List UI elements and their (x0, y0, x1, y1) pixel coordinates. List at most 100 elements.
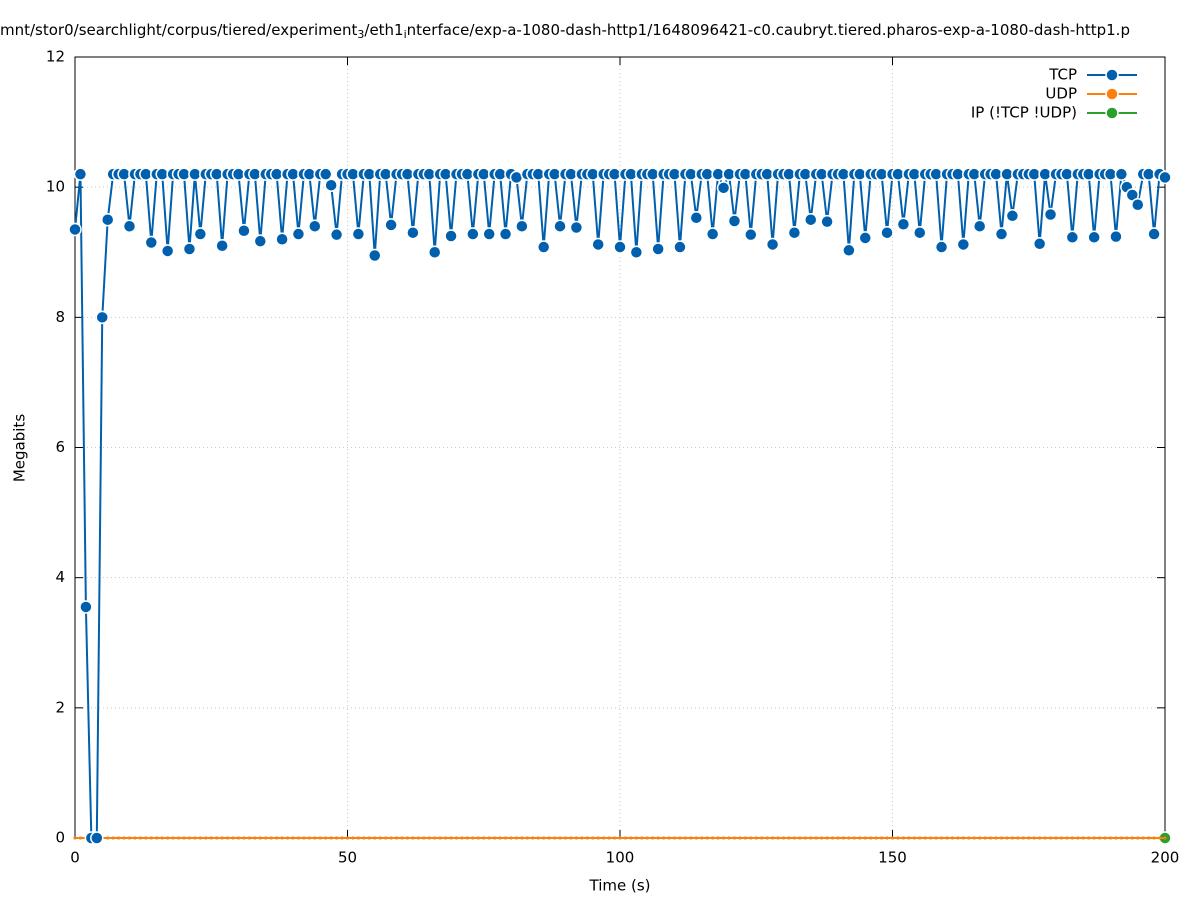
legend-label: IP (!TCP !UDP) (971, 104, 1077, 122)
data-point (645, 836, 649, 840)
data-point (901, 836, 905, 840)
data-point (351, 227, 366, 241)
data-point (804, 212, 818, 227)
data-point (1005, 209, 1020, 223)
data-point (782, 836, 785, 840)
data-point (378, 836, 382, 840)
data-point (1152, 836, 1156, 840)
data-point (1087, 230, 1101, 245)
data-point (307, 836, 311, 840)
data-point (291, 227, 306, 241)
y-tick-label: 10 (46, 178, 65, 196)
data-point (433, 836, 437, 840)
data-point (613, 240, 627, 254)
data-point (1147, 836, 1151, 840)
data-point (302, 836, 306, 840)
data-point (160, 836, 164, 840)
data-point (237, 836, 240, 840)
data-point (1070, 836, 1074, 840)
data-point (547, 836, 551, 840)
data-point (629, 836, 633, 840)
y-axis-label: Megabits (11, 414, 29, 482)
data-point (651, 836, 655, 840)
data-point (694, 836, 698, 840)
data-point (765, 237, 780, 252)
data-point (689, 836, 693, 840)
data-point (738, 836, 742, 840)
data-point (1021, 836, 1025, 840)
data-point (667, 836, 671, 840)
data-point (106, 836, 110, 840)
data-point (1049, 836, 1053, 840)
chart-title: mnt/stor0/searchlight/corpus/tiered/expe… (0, 21, 1130, 42)
y-tick-label: 6 (55, 438, 65, 456)
data-point (705, 227, 720, 241)
data-point (809, 836, 813, 840)
data-point (193, 836, 197, 840)
data-point (444, 229, 458, 243)
data-point (1109, 229, 1123, 244)
data-point (68, 222, 82, 237)
data-point (858, 231, 872, 245)
data-point (193, 227, 208, 241)
data-point (476, 836, 480, 840)
data-point (787, 836, 791, 840)
title-part: /eth1 (364, 21, 403, 39)
data-point (771, 836, 775, 840)
data-point (149, 836, 153, 840)
data-point (455, 836, 458, 840)
data-point (471, 836, 475, 840)
data-point (727, 836, 731, 840)
data-point (1087, 836, 1091, 840)
data-point (673, 836, 676, 840)
data-point (384, 836, 388, 840)
data-point (242, 836, 246, 840)
data-point (776, 836, 780, 840)
data-point (1027, 836, 1031, 840)
data-point (231, 836, 235, 840)
data-point (820, 836, 824, 840)
data-point (1163, 836, 1167, 840)
data-point (1098, 836, 1102, 840)
data-point (160, 244, 175, 258)
data-point (912, 836, 916, 840)
data-point (324, 178, 338, 192)
legend-marker (1105, 87, 1119, 101)
data-point (716, 836, 720, 840)
data-point (831, 836, 835, 840)
y-tick-label: 0 (55, 829, 65, 847)
data-point (842, 243, 856, 258)
data-point (591, 237, 605, 252)
data-point (553, 836, 557, 840)
data-point (362, 836, 366, 840)
data-point (967, 836, 971, 840)
data-point (896, 217, 911, 232)
data-point (215, 238, 229, 253)
data-point (253, 234, 268, 248)
x-tick-label: 200 (1151, 849, 1180, 867)
data-point (395, 836, 399, 840)
data-point (972, 836, 976, 840)
data-point (798, 836, 802, 840)
data-point (531, 836, 535, 840)
title-part: 3 (357, 28, 364, 41)
data-point (171, 836, 175, 840)
data-point (384, 218, 398, 232)
data-point (78, 836, 82, 840)
data-point (253, 836, 257, 840)
data-point (585, 836, 589, 840)
data-point (1119, 836, 1123, 840)
data-point (226, 836, 230, 840)
data-point (1147, 227, 1161, 241)
data-point (275, 232, 289, 246)
data-point (79, 600, 93, 614)
data-point (858, 836, 862, 840)
data-point (1038, 836, 1042, 840)
data-point (177, 836, 181, 840)
data-point (291, 836, 295, 840)
title-part: mnt/stor0/searchlight/corpus/tiered/expe… (0, 21, 357, 39)
data-point (438, 836, 442, 840)
data-point (880, 836, 884, 840)
data-point (689, 211, 704, 225)
